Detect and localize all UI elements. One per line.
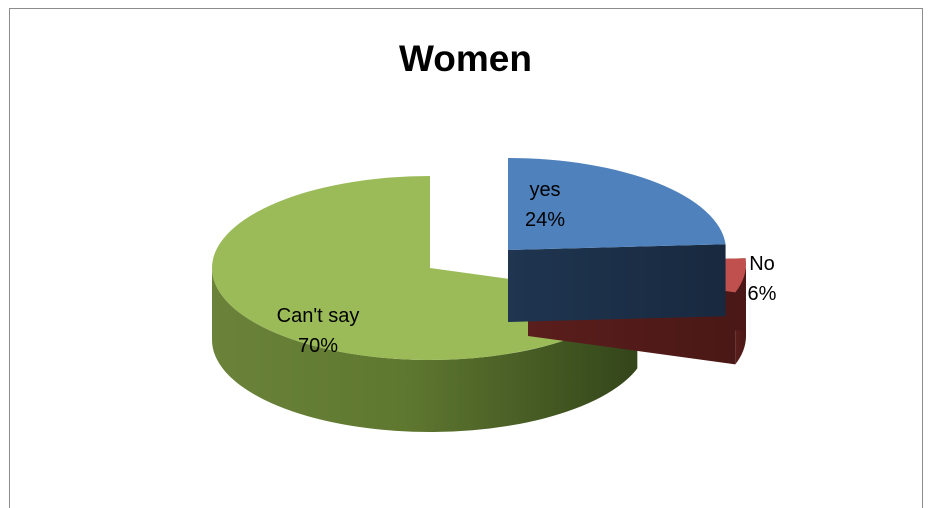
- pie-slice-wall: [212, 268, 638, 432]
- chart-title: Women: [399, 38, 532, 79]
- data-label-percent: 24%: [525, 209, 565, 231]
- data-label-category: No: [749, 253, 775, 275]
- pie-slice-cut: [508, 244, 726, 322]
- data-label-percent: 6%: [748, 283, 777, 305]
- data-label-category: Can't say: [277, 305, 360, 327]
- pie-slice-yes: [508, 158, 726, 322]
- data-label-percent: 70%: [298, 335, 338, 357]
- data-label-category: yes: [529, 179, 560, 201]
- pie-slice-top: [508, 158, 726, 250]
